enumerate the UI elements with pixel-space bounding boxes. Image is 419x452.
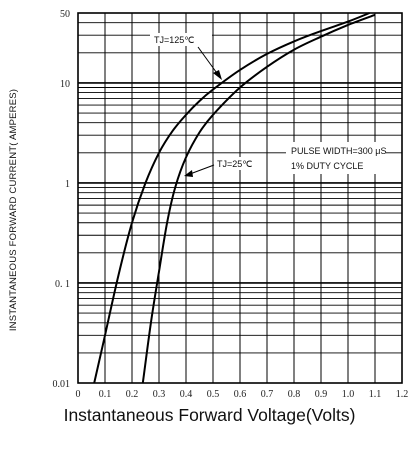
label-tj-125: TJ=125℃	[154, 35, 194, 45]
plot-border	[77, 12, 403, 384]
series-lines	[93, 12, 376, 384]
label-bg-125	[150, 33, 212, 46]
x-axis-label: Instantaneous Forward Voltage(Volts)	[63, 405, 356, 425]
x-tick-label: 0.3	[153, 389, 166, 400]
x-tick-label: 0.1	[99, 389, 112, 400]
x-tick-labels: 0 0.1 0.2 0.3 0.4 0.5 0.6 0.7 0.8 0.9 1.0 1.1 1.2	[76, 389, 409, 400]
x-tick-label: 1.1	[369, 389, 382, 400]
x-tick-label: 1.2	[396, 389, 409, 400]
arrow-head-125	[213, 70, 222, 80]
x-tick-label: 0.7	[261, 389, 274, 400]
x-tick-label: 0.5	[207, 389, 220, 400]
x-tick-label: 0.6	[234, 389, 247, 400]
y-tick-label: 1	[65, 179, 70, 190]
arrow-line-25	[189, 164, 215, 175]
y-tick-label: 0.01	[53, 379, 71, 390]
arrow-line-125	[197, 46, 220, 77]
x-tick-label: 0.8	[288, 389, 301, 400]
duty-cycle-label: 1% DUTY CYCLE	[291, 161, 363, 171]
y-tick-label: 10	[60, 79, 70, 90]
x-tick-label: 0	[76, 389, 81, 400]
annotations: TJ=125℃ TJ=25℃ PULSE WIDTH=300 μS 1% DUTY C…	[150, 33, 386, 177]
y-tick-label: 0. 1	[55, 279, 70, 290]
label-tj-25: TJ=25℃	[217, 159, 252, 169]
x-tick-label: 0.4	[180, 389, 193, 400]
pulse-note-bg	[286, 142, 386, 174]
pulse-width-label: PULSE WIDTH=300 μS	[291, 146, 386, 156]
plot-frame	[77, 12, 403, 384]
label-bg-25	[214, 157, 264, 170]
y-tick-labels: 0.01 0. 1 1 10 50	[53, 9, 71, 390]
curve-tj-25	[141, 13, 376, 384]
curve-tj-125	[93, 12, 370, 384]
x-tick-label: 0.9	[315, 389, 328, 400]
x-tick-label: 0.2	[126, 389, 139, 400]
y-tick-label: 50	[60, 9, 70, 20]
y-axis-label: INSTANTANEOUS FORWARD CURRENT( AMPERES)	[8, 89, 19, 331]
x-tick-label: 1.0	[342, 389, 355, 400]
arrow-head-25	[184, 170, 193, 177]
grid	[78, 13, 402, 383]
